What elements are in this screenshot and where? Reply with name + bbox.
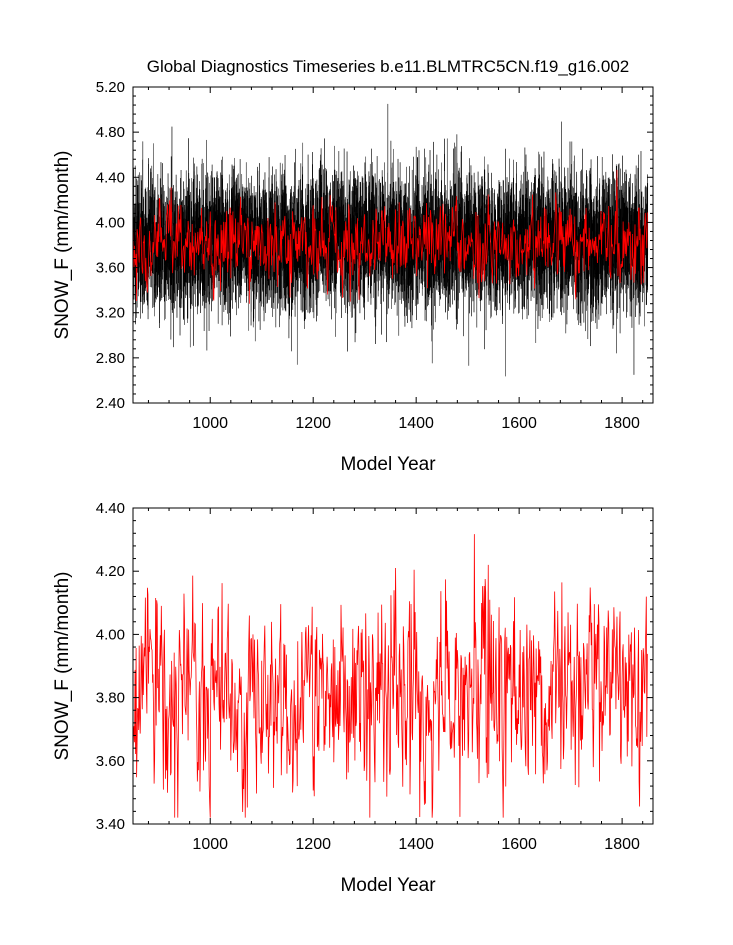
top-plot-frame bbox=[132, 86, 654, 404]
x-tick-label: 1600 bbox=[501, 415, 537, 432]
x-tick-label: 1200 bbox=[295, 415, 331, 432]
x-tick-label: 1000 bbox=[192, 836, 228, 853]
bottom-series-line-annual bbox=[132, 534, 648, 818]
y-tick-label: 3.60 bbox=[96, 260, 125, 277]
y-tick-label: 2.80 bbox=[96, 350, 125, 367]
top-series-layer bbox=[132, 103, 649, 377]
bottom-panel: 1000 1200 1400 1600 1800 3.40 3.60 3.80 4.00 4.20… bbox=[52, 500, 654, 896]
y-tick-label: 4.20 bbox=[96, 563, 125, 580]
y-tick-label: 3.80 bbox=[96, 690, 125, 707]
y-tick-label: 4.80 bbox=[96, 124, 125, 141]
top-axis-layer: 1000 1200 1400 1600 1800 2.40 2.80 3.20 3.60 4.00… bbox=[96, 79, 653, 432]
bottom-axis-layer: 1000 1200 1400 1600 1800 3.40 3.60 3.80 4.00 4.20… bbox=[96, 500, 653, 853]
bottom-y-axis-label: SNOW_F (mm/month) bbox=[52, 572, 73, 761]
bottom-series-layer bbox=[132, 534, 648, 818]
x-tick-label: 1600 bbox=[501, 836, 537, 853]
y-tick-label: 4.00 bbox=[96, 626, 125, 643]
x-tick-label: 1800 bbox=[604, 836, 640, 853]
x-tick-label: 1200 bbox=[295, 836, 331, 853]
y-tick-label: 2.40 bbox=[96, 395, 125, 412]
figure-title: Global Diagnostics Timeseries b.e11.BLMT… bbox=[147, 57, 630, 76]
top-y-axis-label: SNOW_F (mm/month) bbox=[52, 151, 73, 340]
x-tick-label: 1400 bbox=[398, 836, 434, 853]
y-tick-label: 4.40 bbox=[96, 169, 125, 186]
y-tick-label: 4.00 bbox=[96, 214, 125, 231]
bottom-x-axis-label: Model Year bbox=[340, 875, 436, 896]
y-tick-label: 4.40 bbox=[96, 500, 125, 517]
x-tick-label: 1800 bbox=[604, 415, 640, 432]
y-tick-label: 3.20 bbox=[96, 305, 125, 322]
y-tick-label: 3.40 bbox=[96, 816, 125, 833]
y-tick-label: 3.60 bbox=[96, 753, 125, 770]
x-tick-label: 1400 bbox=[398, 415, 434, 432]
top-panel: 1000 1200 1400 1600 1800 2.40 2.80 3.20 3.60 4.00… bbox=[52, 79, 654, 475]
bottom-plot-frame bbox=[132, 507, 654, 825]
y-tick-label: 5.20 bbox=[96, 79, 125, 96]
top-x-axis-label: Model Year bbox=[340, 454, 436, 475]
x-tick-label: 1000 bbox=[192, 415, 228, 432]
top-series-line-annual bbox=[132, 169, 648, 304]
